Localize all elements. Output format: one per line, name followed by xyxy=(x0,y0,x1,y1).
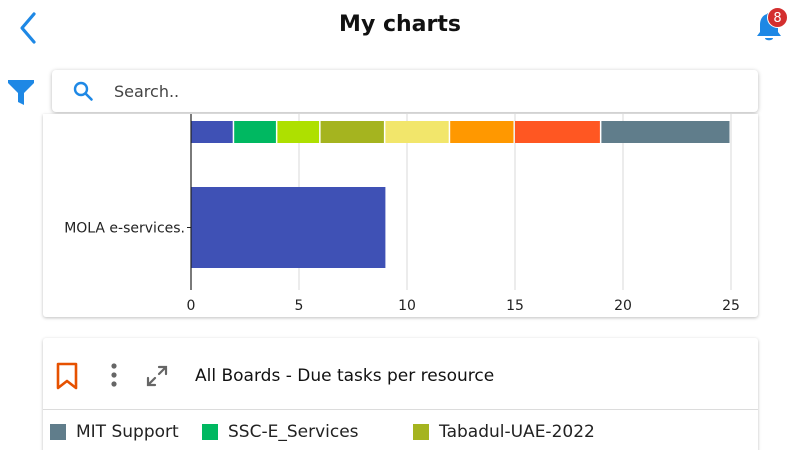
x-tick-label: 0 xyxy=(187,298,196,314)
bar-segment[interactable] xyxy=(450,121,514,143)
search-input[interactable] xyxy=(114,76,734,106)
more-vertical-icon xyxy=(111,363,117,387)
more-options-button[interactable] xyxy=(107,362,121,390)
legend-label: Tabadul-UAE-2022 xyxy=(439,422,595,442)
legend-swatch xyxy=(202,424,218,440)
bar-segment[interactable] xyxy=(277,121,320,143)
chevron-left-icon xyxy=(20,12,36,44)
page-title: My charts xyxy=(339,12,461,37)
expand-icon xyxy=(146,365,168,387)
card-title: All Boards - Due tasks per resource xyxy=(195,366,495,386)
app-header: My charts 8 xyxy=(0,0,800,56)
filter-button[interactable] xyxy=(6,78,36,108)
filter-icon xyxy=(8,80,34,105)
bar-segment[interactable] xyxy=(385,121,449,143)
back-button[interactable] xyxy=(14,10,44,46)
bookmark-icon xyxy=(56,362,78,390)
x-tick-label: 25 xyxy=(722,298,740,314)
bar-segment[interactable] xyxy=(601,121,730,143)
card-header: All Boards - Due tasks per resource xyxy=(43,338,758,410)
bar-segment[interactable] xyxy=(191,121,233,143)
bar-segment[interactable] xyxy=(191,187,386,268)
legend-label: SSC-E_Services xyxy=(228,422,359,442)
search-bar xyxy=(52,70,758,112)
x-tick-label: 10 xyxy=(398,298,416,314)
legend-label: MIT Support xyxy=(76,422,179,442)
bar-chart: MOLA e-services. 0 5 10 15 20 25 xyxy=(64,114,740,314)
bookmark-button[interactable] xyxy=(55,362,79,390)
category-label: MOLA e-services. xyxy=(64,221,185,237)
search-icon[interactable] xyxy=(72,80,94,102)
bar-segment[interactable] xyxy=(234,121,276,143)
chart-card-due-tasks: All Boards - Due tasks per resource MIT … xyxy=(43,338,758,450)
expand-button[interactable] xyxy=(145,364,169,388)
bar-segment[interactable] xyxy=(320,121,384,143)
bar-segment[interactable] xyxy=(515,121,600,143)
x-tick-label: 20 xyxy=(614,298,632,314)
notification-badge: 8 xyxy=(767,7,788,28)
chart-legend: MIT Support SSC-E_Services Tabadul-UAE-202… xyxy=(43,420,758,444)
legend-item[interactable]: Tabadul-UAE-2022 xyxy=(413,420,595,444)
chart-card: MOLA e-services. 0 5 10 15 20 25 xyxy=(43,114,758,317)
legend-item[interactable]: SSC-E_Services xyxy=(202,420,359,444)
x-tick-label: 15 xyxy=(506,298,524,314)
legend-swatch xyxy=(50,424,66,440)
legend-swatch xyxy=(413,424,429,440)
x-tick-label: 5 xyxy=(295,298,304,314)
legend-item[interactable]: MIT Support xyxy=(50,420,179,444)
